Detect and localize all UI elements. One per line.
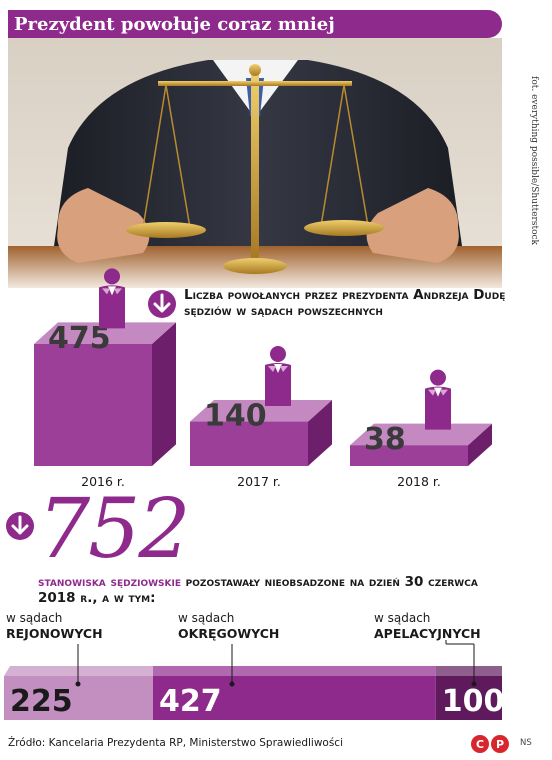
court-label-rejonowe: w sądach REJONOWYCH [6,611,103,641]
segment-top [153,666,436,676]
page-title: Prezydent powołuje coraz mniej [14,14,335,35]
court-prefix: w sądach [6,611,63,625]
author-initials: NS [520,738,532,748]
bar-value-label: 38 [364,422,406,457]
segment-value-label: 427 [159,684,222,719]
judge-scales-illustration [8,38,502,288]
bar-top [350,423,492,446]
bar-side [308,399,332,466]
bar-side [152,322,176,466]
vacancies-description: stanowiska sędziowskie pozostawały nieob… [38,574,508,606]
person-icon [425,369,451,430]
logo-letter-p: P [496,738,504,751]
bar [350,445,468,466]
segment-value-label: 100 [442,684,505,719]
category-label: 2017 r. [237,474,281,489]
judge-photo [8,38,502,288]
court-name: APELACYJNYCH [374,626,481,641]
court-name: OKRĘGOWYCH [178,626,280,641]
vacancies-total: 752 [38,482,191,577]
court-label-apelacyjne: w sądach APELACYJNYCH [374,611,481,641]
bar-side [468,423,492,466]
segment-value-label: 225 [10,684,73,719]
chart-title: Liczba powołanych przez prezydenta Andrz… [184,287,506,319]
vacancies-rest: pozostawały nieobsadzone na dzień 30 cze… [38,574,478,606]
vacancies-highlight: stanowiska sędziowskie [38,574,181,590]
bar-top [34,322,176,344]
bar [34,344,152,466]
source-note: Źródło: Kancelaria Prezydenta RP, Minist… [8,737,343,749]
bar-top [190,399,332,422]
person-icon [265,345,291,406]
segment [153,676,436,720]
down-arrow-icon [148,290,176,318]
person-icon [99,268,125,329]
bar [190,421,308,466]
category-label: 2016 r. [81,474,125,489]
category-label: 2018 r. [397,474,441,489]
segment-top [4,666,154,676]
court-label-okregowe: w sądach OKRĘGOWYCH [178,611,279,641]
publisher-logo: C P [470,734,516,758]
logo-letter-c: C [476,738,484,751]
leader-dot [471,681,477,687]
bar-value-label: 140 [204,399,267,434]
segment-top [435,666,502,676]
court-name: REJONOWYCH [6,626,103,641]
court-prefix: w sądach [374,611,431,625]
leader-dot [75,681,81,687]
court-prefix: w sądach [178,611,235,625]
down-arrow-icon [6,512,34,540]
header-bar [8,10,502,38]
leader-dot [229,681,235,687]
segment [435,676,502,720]
